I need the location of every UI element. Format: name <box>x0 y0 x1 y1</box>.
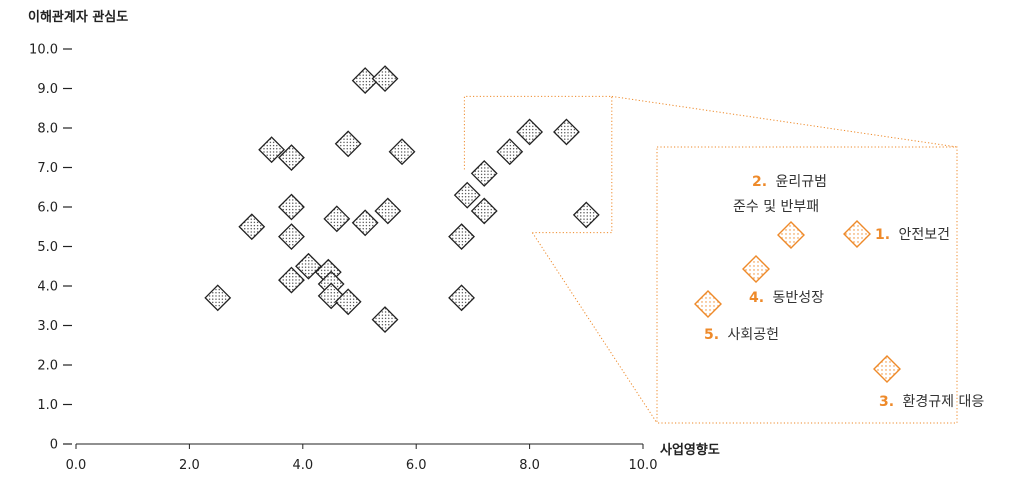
y-tick-label: 6.0 <box>37 201 58 216</box>
x-tick-label: 8.0 <box>519 458 540 473</box>
zoom-item-2-label-line2: 준수 및 반부패 <box>733 199 819 215</box>
scatter-point <box>448 223 475 251</box>
scatter-point <box>388 138 416 166</box>
x-tick-label: 2.0 <box>179 458 200 473</box>
zoom-item-4-label: 동반성장 <box>773 290 825 306</box>
scatter-point <box>351 209 379 237</box>
zoom-item-5-label: 사회공헌 <box>728 327 780 343</box>
x-tick-label: 6.0 <box>406 458 427 473</box>
scatter-point <box>278 193 305 221</box>
zoom-item-5-num: 5. <box>704 327 719 343</box>
scatter-point <box>334 288 362 316</box>
connector-top <box>611 95 958 148</box>
y-tick-label: 4.0 <box>37 280 58 295</box>
x-tick-label: 0.0 <box>66 458 87 473</box>
zoom-marker-5 <box>694 290 722 318</box>
svg-text:5. 사회공헌: 5. 사회공헌 <box>704 327 779 343</box>
scatter-point <box>572 201 600 229</box>
y-tick-label: 0 <box>50 438 58 453</box>
scatter-point <box>470 160 498 187</box>
axes: 0 1.0 2.0 3.0 4.0 5.0 6.0 7.0 8.0 9.0 10.0 0.0 2.0 4.… <box>29 43 657 474</box>
scatter-point <box>374 197 402 225</box>
y-tick-label: 2.0 <box>37 359 58 374</box>
svg-text:1. 안전보건: 1. 안전보건 <box>875 227 950 243</box>
x-tick-label: 4.0 <box>292 458 313 473</box>
zoom-item-4: 4. 동반성장 <box>742 255 824 306</box>
scatter-point <box>334 130 362 158</box>
x-tick-label: 10.0 <box>629 458 658 473</box>
zoom-item-5: 5. 사회공헌 <box>694 290 779 343</box>
svg-text:4. 동반성장: 4. 동반성장 <box>749 290 824 306</box>
zoom-item-4-num: 4. <box>749 290 764 306</box>
data-points <box>204 65 600 333</box>
scatter-point <box>553 118 580 146</box>
scatter-point <box>448 284 475 312</box>
scatter-point <box>278 223 305 251</box>
scatter-point <box>351 67 379 95</box>
connector-bottom <box>531 232 658 424</box>
highlight-region <box>463 95 958 424</box>
y-tick-label: 9.0 <box>37 82 58 97</box>
scatter-point <box>453 181 481 209</box>
scatter-point <box>238 213 266 241</box>
scatter-point <box>371 306 399 333</box>
zoom-item-3-num: 3. <box>879 394 894 410</box>
zoom-panel: 1. 안전보건 2. 윤리규범 준수 및 반부패 3. 환경규제 대응 4. 동… <box>656 146 984 424</box>
y-tick-label: 5.0 <box>37 240 58 255</box>
y-tick-label: 10.0 <box>29 43 58 58</box>
scatter-point <box>295 252 322 280</box>
svg-text:2. 윤리규범: 2. 윤리규범 <box>752 174 827 190</box>
scatter-point <box>204 284 232 312</box>
y-axis-title: 이해관계자 관심도 <box>28 9 128 25</box>
zoom-item-1-num: 1. <box>875 227 890 243</box>
zoom-marker-1 <box>843 220 871 248</box>
scatter-point <box>323 205 351 233</box>
scatter-point <box>371 65 399 93</box>
zoom-marker-2 <box>777 221 805 249</box>
y-tick-label: 7.0 <box>37 161 58 176</box>
scatter-point <box>470 197 498 225</box>
zoom-item-1-label: 안전보건 <box>899 227 951 243</box>
zoom-item-1: 1. 안전보건 <box>843 220 950 248</box>
scatter-point <box>516 118 544 146</box>
scatter-point <box>496 138 524 166</box>
zoom-item-2-num: 2. <box>752 174 767 190</box>
zoom-item-3: 3. 환경규제 대응 <box>873 355 984 410</box>
scatter-point <box>278 266 305 294</box>
svg-text:3. 환경규제 대응: 3. 환경규제 대응 <box>879 394 984 410</box>
scatter-point <box>278 144 305 172</box>
zoom-item-2: 2. 윤리규범 준수 및 반부패 <box>733 174 827 249</box>
zoom-marker-3 <box>873 355 901 383</box>
zoom-item-3-label: 환경규제 대응 <box>903 394 985 410</box>
zoom-item-2-label: 윤리규범 <box>776 174 828 190</box>
zoom-panel-border <box>656 146 958 424</box>
y-tick-label: 8.0 <box>37 122 58 137</box>
zoom-marker-4 <box>742 255 770 283</box>
highlight-box <box>463 95 613 234</box>
y-tick-label: 3.0 <box>37 319 58 334</box>
x-axis-title: 사업영향도 <box>660 442 720 458</box>
y-tick-label: 1.0 <box>37 398 58 413</box>
scatter-point <box>258 136 286 164</box>
